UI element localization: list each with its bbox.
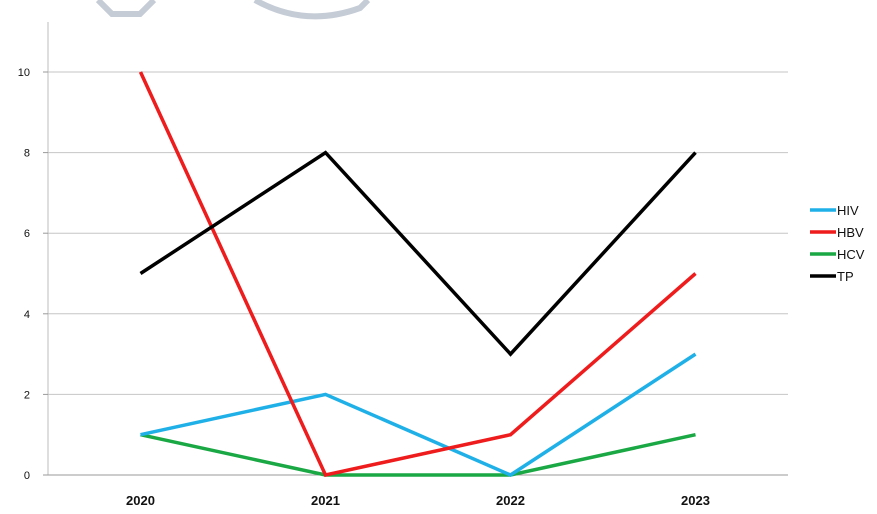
y-tick-label: 0 [24, 470, 30, 482]
grid-lines [48, 71, 788, 395]
x-tick-label: 2020 [126, 493, 155, 508]
series-line-hbv [138, 71, 697, 478]
legend-label-hcv: HCV [837, 247, 865, 262]
y-tick-label: 6 [24, 228, 30, 240]
y-tick-label: 4 [24, 309, 30, 321]
series-line-hiv [140, 352, 697, 477]
x-tick-label: 2023 [681, 493, 710, 508]
x-tick-label: 2022 [496, 493, 525, 508]
x-tick-labels: 2020 2021 2022 2023 [126, 493, 710, 508]
legend-label-hiv: HIV [837, 203, 859, 218]
legend-label-hbv: HBV [837, 225, 864, 240]
series-line-hcv [140, 432, 696, 477]
y-tick-label: 10 [18, 67, 30, 79]
x-tick-label: 2021 [311, 493, 340, 508]
legend-label-tp: TP [837, 269, 854, 284]
watermark-shape [253, 0, 371, 20]
series-lines [138, 71, 697, 478]
watermark-shape [95, 0, 157, 17]
watermark-logo [95, 0, 371, 20]
y-tick-label: 2 [24, 389, 30, 401]
y-tick-label: 8 [24, 148, 30, 160]
legend: HIV HBV HCV TP [810, 203, 865, 284]
series-line-tp [139, 150, 697, 357]
y-tick-labels: 0 2 4 6 8 10 [18, 67, 30, 482]
